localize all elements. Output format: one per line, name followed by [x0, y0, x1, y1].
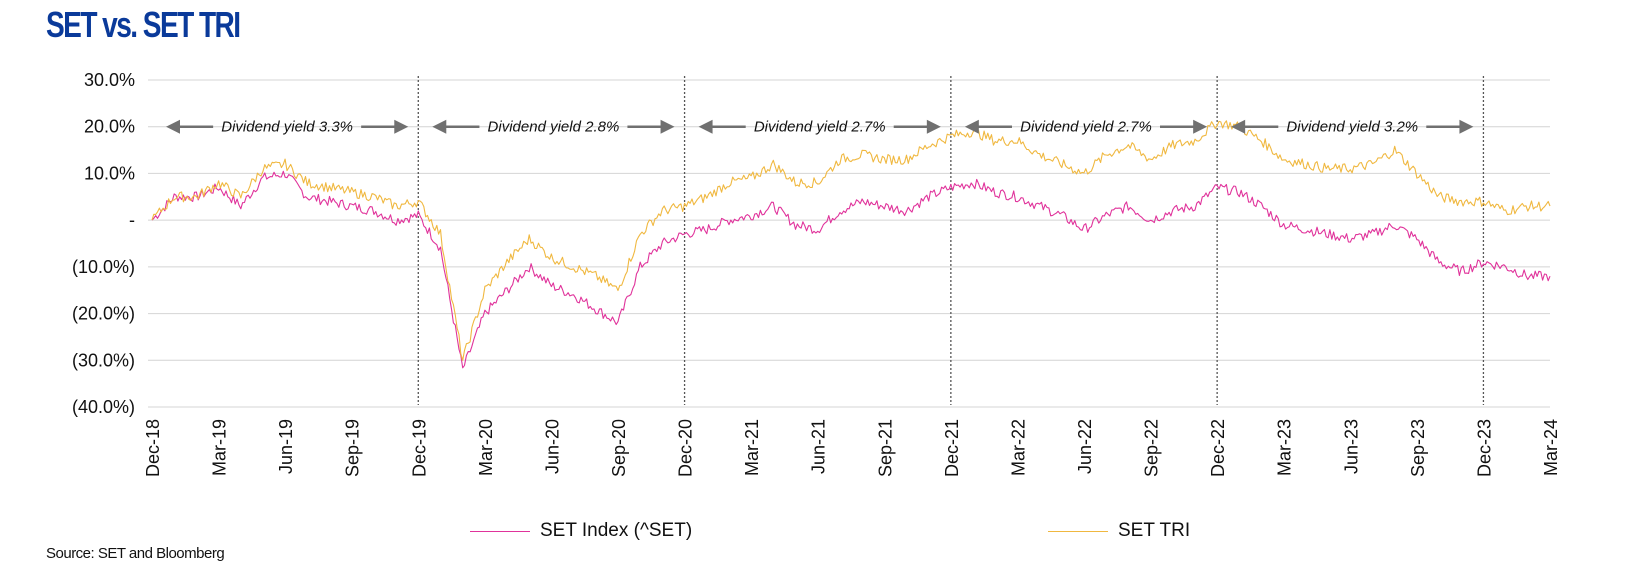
x-tick-label: Mar-21: [742, 419, 762, 476]
arrow-right-icon: [926, 119, 941, 134]
arrow-right-icon: [660, 119, 675, 134]
series-line-set-tri: [151, 120, 1551, 361]
y-tick-label: (40.0%): [72, 397, 135, 417]
x-tick-label: Jun-19: [276, 419, 296, 474]
x-tick-label: Sep-20: [609, 419, 629, 477]
x-tick-label: Jun-20: [542, 419, 562, 474]
x-tick-label: Sep-22: [1142, 419, 1162, 477]
arrow-left-icon: [1231, 119, 1246, 134]
x-tick-label: Jun-21: [809, 419, 829, 474]
arrow-left-icon: [166, 119, 180, 134]
x-tick-label: Sep-21: [875, 419, 895, 477]
dividend-yield-annotation: Dividend yield 2.7%: [698, 119, 941, 136]
annotation-label: Dividend yield 3.3%: [221, 119, 353, 136]
legend-label-set-index: SET Index (^SET): [540, 520, 693, 541]
period-markers: [417, 76, 1485, 405]
dividend-yield-annotation: Dividend yield 3.2%: [1231, 119, 1474, 136]
legend-label-set-tri: SET TRI: [1118, 520, 1191, 541]
y-tick-label: 10.0%: [84, 163, 135, 183]
arrow-left-icon: [964, 119, 979, 134]
dividend-yield-annotation: Dividend yield 2.8%: [432, 119, 675, 136]
y-tick-label: -: [129, 210, 135, 230]
x-tick-label: Mar-19: [210, 419, 230, 476]
annotation-label: Dividend yield 2.7%: [1020, 119, 1152, 136]
y-tick-label: 30.0%: [84, 70, 135, 90]
legend-item-set-index: SET Index (^SET): [470, 520, 692, 542]
x-tick-label: Dec-23: [1474, 419, 1494, 477]
y-tick-label: (30.0%): [72, 350, 135, 370]
y-tick-label: (10.0%): [72, 257, 135, 277]
x-tick-label: Dec-21: [942, 419, 962, 477]
annotation-label: Dividend yield 3.2%: [1286, 119, 1418, 136]
y-tick-label: (20.0%): [72, 304, 135, 324]
arrow-right-icon: [394, 119, 409, 134]
x-tick-label: Dec-22: [1208, 419, 1228, 477]
arrow-right-icon: [1459, 119, 1474, 134]
source-note: Source: SET and Bloomberg: [46, 545, 225, 562]
arrow-left-icon: [432, 119, 447, 134]
dividend-yield-annotation: Dividend yield 3.3%: [166, 119, 409, 136]
x-axis: Dec-18 Mar-19 Jun-19 Sep-19 Dec-19 Mar-20 Jun-…: [143, 419, 1561, 477]
arrow-left-icon: [698, 119, 713, 134]
chart-title: SET vs. SET TRI: [46, 4, 241, 45]
x-tick-label: Mar-20: [476, 419, 496, 476]
x-tick-label: Mar-23: [1275, 419, 1295, 476]
x-tick-label: Dec-18: [143, 419, 163, 477]
legend-swatch-set-tri: [1048, 530, 1108, 532]
x-tick-label: Jun-23: [1341, 419, 1361, 474]
annotations: Dividend yield 3.3% Dividend yield 2.8% Di…: [166, 119, 1474, 136]
x-tick-label: Mar-22: [1008, 419, 1028, 476]
annotation-label: Dividend yield 2.8%: [488, 119, 620, 136]
arrow-right-icon: [1193, 119, 1208, 134]
y-tick-label: 20.0%: [84, 117, 135, 137]
x-tick-label: Sep-23: [1408, 419, 1428, 477]
x-tick-label: Jun-22: [1075, 419, 1095, 474]
series-line-set-index: [151, 170, 1551, 369]
legend-swatch-set-index: [470, 530, 530, 532]
annotation-label: Dividend yield 2.7%: [754, 119, 886, 136]
series-lines: [151, 120, 1551, 369]
x-tick-label: Sep-19: [343, 419, 363, 477]
y-axis: 30.0% 20.0% 10.0% - (10.0%) (20.0%) (30.0%) (40…: [72, 70, 135, 417]
dividend-yield-annotation: Dividend yield 2.7%: [964, 119, 1208, 136]
x-tick-label: Dec-19: [409, 419, 429, 477]
x-tick-label: Dec-20: [676, 419, 696, 477]
x-tick-label: Mar-24: [1541, 419, 1561, 476]
legend-item-set-tri: SET TRI: [1048, 520, 1190, 542]
